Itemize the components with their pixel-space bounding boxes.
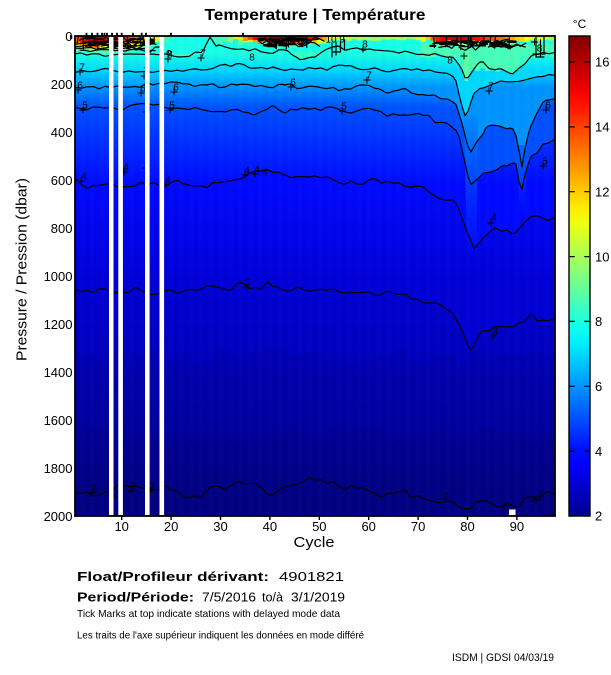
svg-text:90: 90 — [510, 519, 524, 534]
svg-text:2: 2 — [443, 492, 449, 503]
svg-text:8: 8 — [362, 40, 368, 51]
svg-text:1400: 1400 — [44, 365, 73, 380]
svg-text:10: 10 — [325, 35, 337, 46]
svg-text:8: 8 — [167, 50, 173, 61]
svg-text:6: 6 — [140, 84, 146, 95]
svg-text:Cycle: Cycle — [294, 534, 335, 551]
svg-text:6: 6 — [595, 379, 602, 394]
svg-text:5: 5 — [341, 102, 347, 113]
svg-text:3: 3 — [245, 278, 251, 289]
svg-text:800: 800 — [51, 221, 73, 236]
svg-text:5: 5 — [542, 157, 548, 168]
svg-text:3: 3 — [492, 327, 498, 338]
svg-text:4: 4 — [81, 172, 87, 183]
svg-text:1600: 1600 — [44, 413, 73, 428]
svg-text:8: 8 — [595, 314, 602, 329]
svg-text:1200: 1200 — [44, 317, 73, 332]
svg-text:8: 8 — [447, 56, 453, 67]
svg-text:12: 12 — [595, 184, 609, 199]
svg-text:1000: 1000 — [44, 269, 73, 284]
svg-text:Les traits de l'axe supérieur: Les traits de l'axe supérieur indiquent … — [77, 631, 364, 642]
svg-text:8: 8 — [537, 44, 543, 55]
svg-text:Period/Période:: Period/Période: — [77, 590, 194, 605]
svg-text:30: 30 — [213, 519, 227, 534]
svg-text:10: 10 — [595, 249, 609, 264]
svg-text:6: 6 — [545, 101, 551, 112]
svg-text:2: 2 — [595, 509, 602, 524]
svg-text:ISDM | GDSI 04/03/19: ISDM | GDSI 04/03/19 — [452, 652, 554, 664]
svg-text:60: 60 — [361, 519, 375, 534]
svg-text:Float/Profileur dérivant:: Float/Profileur dérivant: — [77, 569, 269, 584]
svg-text:4: 4 — [491, 213, 497, 224]
svg-text:6: 6 — [173, 83, 179, 94]
svg-text:2: 2 — [130, 482, 136, 493]
svg-text:80: 80 — [460, 519, 474, 534]
svg-text:600: 600 — [51, 173, 73, 188]
svg-text:9: 9 — [339, 35, 345, 46]
svg-text:Pressure / Pression (dbar): Pressure / Pression (dbar) — [14, 178, 31, 361]
svg-text:1800: 1800 — [44, 461, 73, 476]
svg-text:4: 4 — [123, 163, 129, 174]
svg-text:to/à: to/à — [262, 590, 284, 605]
svg-text:8: 8 — [249, 53, 255, 64]
svg-text:2: 2 — [112, 489, 118, 500]
svg-text:14: 14 — [595, 120, 609, 135]
svg-text:200: 200 — [51, 77, 73, 92]
svg-text:20: 20 — [164, 519, 178, 534]
svg-text:400: 400 — [51, 125, 73, 140]
svg-text:40: 40 — [263, 519, 277, 534]
svg-text:°C: °C — [573, 17, 587, 31]
svg-text:2: 2 — [149, 482, 155, 493]
svg-text:50: 50 — [312, 519, 326, 534]
svg-text:7: 7 — [488, 82, 494, 93]
svg-text:5: 5 — [82, 101, 88, 112]
svg-text:70: 70 — [411, 519, 425, 534]
svg-text:4: 4 — [262, 168, 268, 179]
svg-text:2: 2 — [537, 490, 543, 501]
svg-text:0: 0 — [65, 29, 72, 44]
svg-text:2000: 2000 — [44, 509, 73, 524]
svg-text:7: 7 — [200, 49, 206, 60]
svg-text:7: 7 — [366, 71, 372, 82]
svg-text:16: 16 — [595, 55, 609, 70]
svg-text:7/5/2016: 7/5/2016 — [202, 590, 256, 605]
svg-text:2: 2 — [91, 484, 97, 495]
svg-text:4: 4 — [165, 176, 171, 187]
svg-text:4: 4 — [254, 165, 260, 176]
svg-text:4: 4 — [595, 444, 602, 459]
svg-text:6: 6 — [77, 81, 83, 92]
svg-text:Temperature | Température: Temperature | Température — [205, 7, 426, 24]
svg-text:7: 7 — [79, 63, 85, 74]
svg-text:6: 6 — [290, 78, 296, 89]
svg-text:3/1/2019: 3/1/2019 — [291, 590, 345, 605]
svg-text:Tick Marks at top indicate sta: Tick Marks at top indicate stations with… — [77, 609, 340, 620]
svg-text:4901821: 4901821 — [279, 569, 344, 584]
svg-text:5: 5 — [169, 101, 175, 112]
svg-text:10: 10 — [114, 519, 128, 534]
svg-text:4: 4 — [244, 166, 250, 177]
